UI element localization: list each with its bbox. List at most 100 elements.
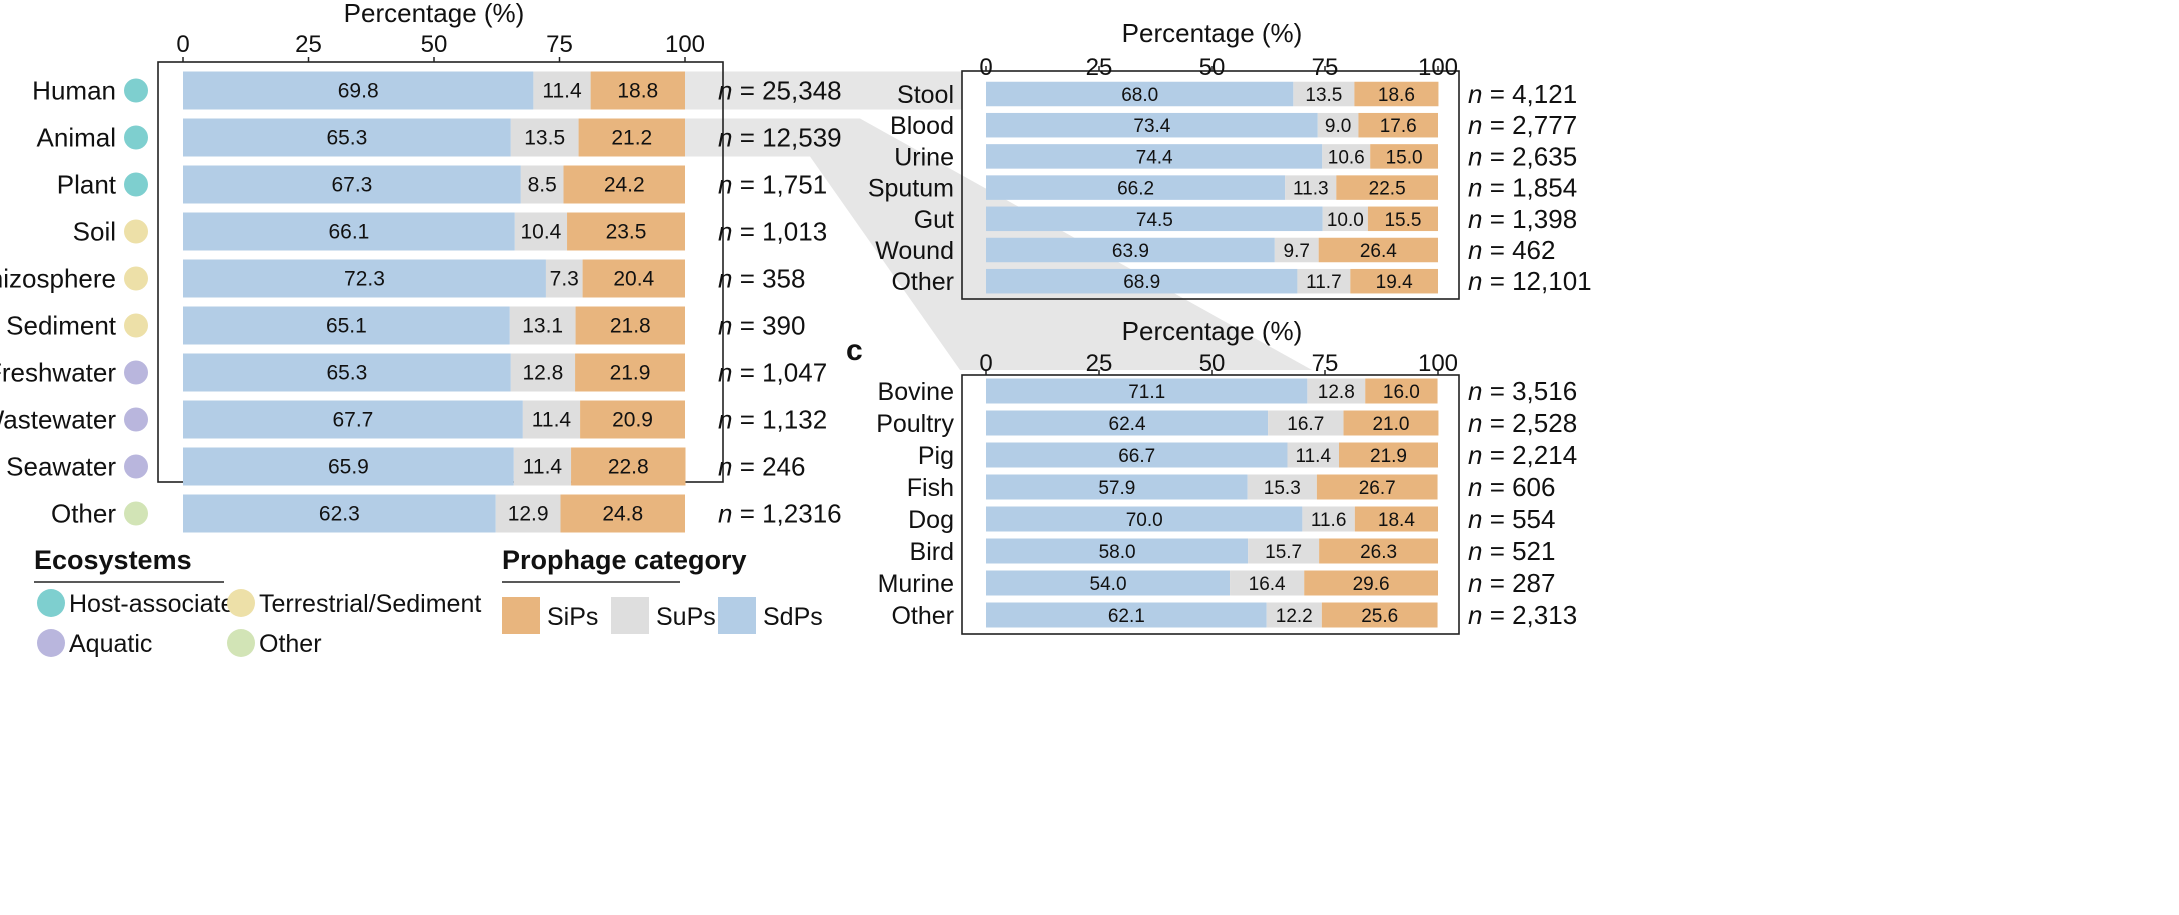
bar-segment-sdps: [986, 506, 1303, 532]
data-label-sups: 12.8: [1318, 382, 1355, 403]
plot-frame: [961, 70, 1460, 300]
panel-label: c: [846, 334, 863, 367]
data-label-sdps: 74.4: [1136, 147, 1173, 168]
n-symbol: n: [718, 123, 732, 153]
data-label-sips: 22.5: [1369, 179, 1406, 200]
data-label-sdps: 66.7: [1118, 446, 1155, 467]
ecosystem-dot-terrestrial: [124, 313, 148, 338]
data-label-sups: 11.4: [1295, 446, 1331, 467]
bar-segment-sups: [1302, 506, 1355, 532]
data-label-sdps: 66.1: [328, 221, 369, 244]
n-symbol: n: [1468, 266, 1482, 296]
category-label-plant: Plant: [57, 170, 117, 200]
data-label-sdps: 65.3: [326, 362, 367, 385]
x-tick-label: 25: [295, 31, 322, 58]
data-label-sdps: 65.9: [328, 456, 369, 479]
data-label-sips: 19.4: [1376, 272, 1413, 293]
bar-segment-sdps: [183, 212, 515, 251]
sample-size-label: n = 1,013: [718, 217, 827, 247]
category-label-animal: Animal: [37, 123, 116, 153]
x-axis-title: Percentage (%): [1122, 316, 1303, 346]
n-value: = 554: [1482, 504, 1555, 534]
bar-segment-sups: [513, 447, 572, 486]
data-label-sups: 13.1: [522, 315, 563, 338]
n-value: = 1,398: [1482, 204, 1577, 234]
x-tick-label: 100: [665, 31, 705, 58]
data-label-sips: 22.8: [608, 456, 649, 479]
category-label-fish: Fish: [907, 474, 954, 502]
data-label-sips: 25.6: [1361, 606, 1398, 627]
legend-label-sips: SiPs: [547, 603, 598, 631]
sample-size-label: n = 1,047: [718, 358, 827, 388]
category-label-rhizosphere: Rhizosphere: [0, 264, 116, 294]
bar-segment-sups: [545, 259, 583, 298]
data-label-sips: 21.9: [1370, 446, 1407, 467]
sample-size-label: n = 12,101: [1468, 266, 1592, 296]
bar-segment-sups: [520, 165, 564, 204]
data-label-sdps: 67.7: [332, 409, 373, 432]
bar-segment-sups: [533, 71, 591, 110]
x-tick-label: 0: [979, 350, 992, 377]
category-label-soil: Soil: [73, 217, 116, 247]
data-label-sups: 9.0: [1325, 116, 1351, 137]
sample-size-label: n = 606: [1468, 472, 1555, 502]
bar-segment-sdps: [986, 268, 1298, 294]
category-label-poultry: Poultry: [876, 410, 954, 438]
bar-segment-sips: [1365, 378, 1438, 404]
x-tick-label: 50: [421, 31, 448, 58]
bar-segment-sdps: [986, 410, 1269, 436]
x-axis-title: Percentage (%): [344, 0, 525, 28]
category-label-freshwater: Freshwater: [0, 358, 116, 388]
data-label-sups: 13.5: [524, 127, 565, 150]
data-label-sips: 21.0: [1372, 414, 1409, 435]
legend-label-host-associated: Host-associated: [69, 590, 248, 618]
n-value: = 1,047: [732, 358, 827, 388]
data-label-sips: 26.7: [1359, 478, 1396, 499]
data-label-sdps: 58.0: [1099, 542, 1136, 563]
data-label-sups: 12.8: [522, 362, 563, 385]
bar-segment-sdps: [183, 494, 496, 533]
category-label-wound: Wound: [875, 237, 954, 265]
data-label-sdps: 65.1: [326, 315, 367, 338]
bar-segment-sdps: [986, 112, 1318, 138]
legend-swatch-sips: [502, 597, 540, 634]
bar-segment-sips: [1358, 112, 1438, 138]
n-symbol: n: [1468, 408, 1482, 438]
x-tick-label: 25: [1086, 350, 1113, 377]
bar-segment-sdps: [986, 378, 1308, 404]
n-symbol: n: [1468, 568, 1482, 598]
legend-label-sdps: SdPs: [763, 603, 823, 631]
n-value: = 1,132: [732, 405, 827, 435]
category-label-other: Other: [891, 602, 954, 630]
connector-human-to-b: [685, 71, 962, 110]
category-label-blood: Blood: [890, 112, 954, 140]
data-label-sups: 12.2: [1276, 606, 1313, 627]
n-value: = 1,751: [732, 170, 827, 200]
data-label-sips: 20.4: [613, 268, 654, 291]
bar-segment-sdps: [986, 237, 1275, 263]
data-label-sups: 11.7: [1306, 272, 1342, 293]
n-value: = 606: [1482, 472, 1555, 502]
data-label-sups: 9.7: [1284, 241, 1310, 262]
n-value: = 25,348: [732, 76, 841, 106]
data-label-sips: 17.6: [1380, 116, 1417, 137]
n-symbol: n: [1468, 472, 1482, 502]
data-label-sdps: 69.8: [338, 80, 379, 103]
bar-segment-sdps: [183, 353, 511, 392]
category-label-sediment: Sediment: [6, 311, 117, 341]
bar-segment-sdps: [986, 175, 1286, 200]
bar-segment-sips: [1370, 144, 1438, 169]
bar-segment-sdps: [986, 206, 1323, 232]
bar-segment-sips: [563, 165, 685, 204]
bar-segment-sips: [1319, 538, 1438, 564]
bar-segment-sips: [1304, 570, 1438, 596]
bar-segment-sips: [1367, 206, 1438, 232]
bar-segment-sips: [590, 71, 685, 110]
ecosystem-dot-host: [124, 125, 148, 150]
data-label-sips: 18.8: [617, 80, 658, 103]
bar-segment-sups: [1293, 81, 1355, 107]
data-label-sdps: 72.3: [344, 268, 385, 291]
bar-segment-sdps: [986, 602, 1267, 628]
ecosystem-dot-aquatic: [124, 407, 148, 432]
